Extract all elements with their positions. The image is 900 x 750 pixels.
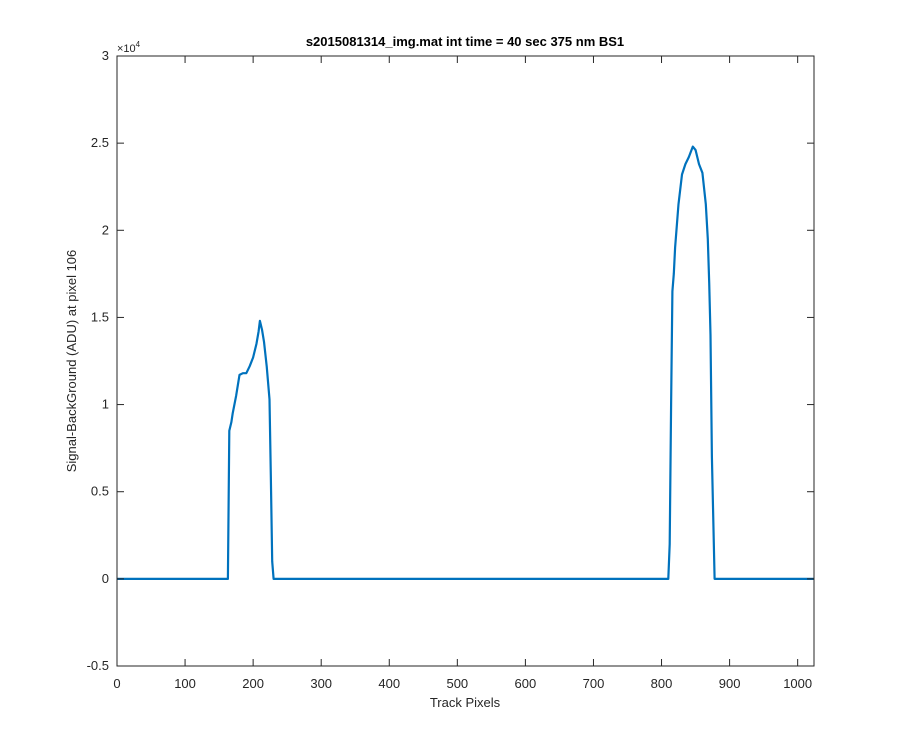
x-tick-label: 400 bbox=[378, 676, 400, 691]
y-exponent-power: 4 bbox=[136, 40, 141, 49]
signal-series-line bbox=[117, 145, 814, 581]
x-tick-label: 1000 bbox=[783, 676, 812, 691]
y-tick-label: -0.5 bbox=[87, 658, 109, 673]
x-tick-label: 0 bbox=[113, 676, 120, 691]
x-tick-label: 500 bbox=[446, 676, 468, 691]
y-tick-label: 0 bbox=[102, 571, 109, 586]
y-exponent-label: ×104 bbox=[117, 40, 141, 55]
y-axis: -0.5 0 0.5 1 1.5 2 2.5 3 bbox=[87, 48, 814, 673]
data-layer bbox=[117, 145, 814, 581]
y-tick-label: 1.5 bbox=[91, 309, 109, 324]
y-tick-label: 2 bbox=[102, 222, 109, 237]
y-axis-label: Signal-BackGround (ADU) at pixel 106 bbox=[64, 250, 79, 473]
y-tick-label: 1 bbox=[102, 397, 109, 412]
chart-title: s2015081314_img.mat int time = 40 sec 37… bbox=[306, 34, 624, 49]
y-tick-label: 3 bbox=[102, 48, 109, 63]
y-exponent-base: ×10 bbox=[117, 43, 136, 55]
x-tick-label: 900 bbox=[719, 676, 741, 691]
x-tick-label: 600 bbox=[515, 676, 537, 691]
x-tick-label: 800 bbox=[651, 676, 673, 691]
x-tick-label: 100 bbox=[174, 676, 196, 691]
y-tick-label: 0.5 bbox=[91, 484, 109, 499]
y-tick-label: 2.5 bbox=[91, 135, 109, 150]
x-tick-label: 700 bbox=[583, 676, 605, 691]
x-tick-label: 300 bbox=[310, 676, 332, 691]
x-axis: 0 100 200 300 400 500 600 700 800 900 1000 bbox=[113, 56, 812, 691]
x-tick-label: 200 bbox=[242, 676, 264, 691]
plot-frame bbox=[116, 55, 815, 667]
x-axis-label: Track Pixels bbox=[430, 695, 501, 710]
plot-background bbox=[117, 56, 814, 666]
